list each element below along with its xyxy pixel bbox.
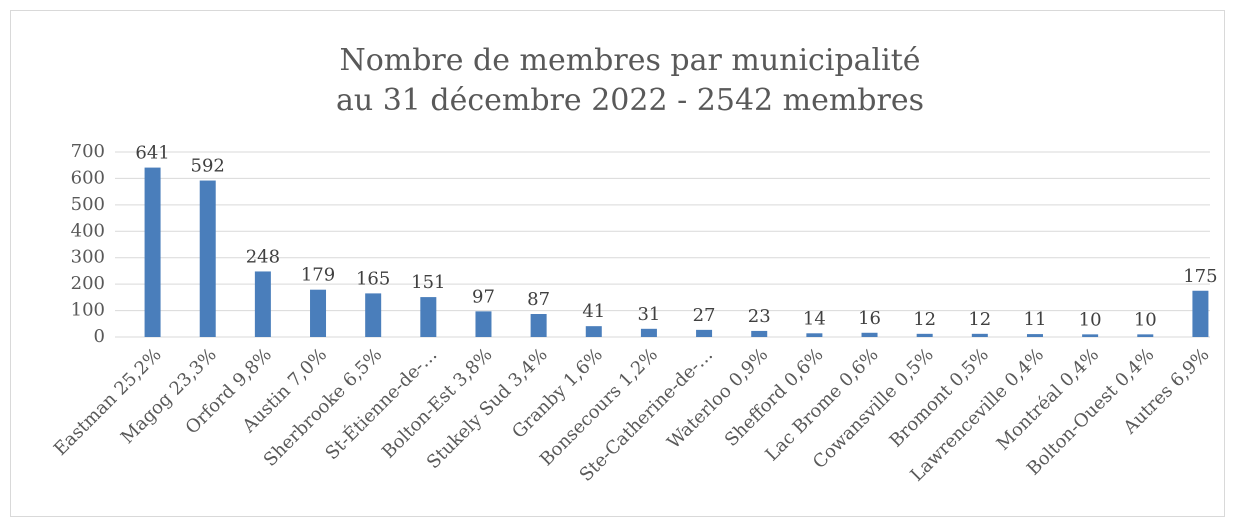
chart-title: au 31 décembre 2022 - 2542 membres — [336, 83, 924, 118]
data-label: 14 — [803, 308, 826, 329]
data-label: 27 — [693, 305, 716, 326]
data-label: 165 — [356, 268, 390, 289]
data-label: 16 — [858, 308, 881, 329]
y-tick-label: 100 — [71, 300, 105, 321]
bar — [1192, 290, 1209, 337]
bar — [861, 332, 878, 337]
bar — [751, 330, 768, 337]
data-label: 31 — [637, 304, 660, 325]
data-label: 248 — [246, 246, 280, 267]
y-tick-label: 700 — [71, 141, 105, 162]
bar — [640, 328, 657, 337]
y-tick-label: 300 — [71, 247, 105, 268]
data-label: 12 — [968, 309, 991, 330]
data-label: 641 — [135, 143, 169, 164]
data-label: 179 — [301, 265, 335, 286]
bar — [475, 311, 492, 337]
bar — [199, 180, 216, 337]
y-tick-label: 0 — [94, 326, 105, 347]
data-label: 97 — [472, 286, 495, 307]
data-label: 41 — [582, 301, 605, 322]
data-label: 175 — [1183, 266, 1217, 287]
data-label: 87 — [527, 289, 550, 310]
bar — [144, 167, 161, 337]
bar — [1026, 334, 1043, 337]
bar — [585, 326, 602, 337]
bar — [420, 297, 437, 337]
data-label: 10 — [1134, 309, 1157, 330]
bar — [971, 333, 988, 337]
bar — [365, 293, 382, 337]
bar — [254, 271, 271, 337]
y-tick-label: 200 — [71, 273, 105, 294]
chart-title: Nombre de membres par municipalité — [339, 43, 920, 78]
y-tick-label: 500 — [71, 194, 105, 215]
bar — [1137, 334, 1154, 337]
data-label: 10 — [1079, 309, 1102, 330]
bar — [806, 333, 823, 337]
data-label: 23 — [748, 306, 771, 327]
bar — [530, 314, 547, 337]
y-tick-label: 600 — [71, 167, 105, 188]
data-label: 12 — [913, 309, 936, 330]
data-label: 11 — [1024, 309, 1047, 330]
y-tick-label: 400 — [71, 220, 105, 241]
data-label: 151 — [411, 272, 445, 293]
bar — [696, 329, 713, 337]
bar — [916, 333, 933, 337]
data-label: 592 — [191, 156, 225, 177]
bar — [1082, 334, 1099, 337]
bar — [310, 289, 327, 337]
